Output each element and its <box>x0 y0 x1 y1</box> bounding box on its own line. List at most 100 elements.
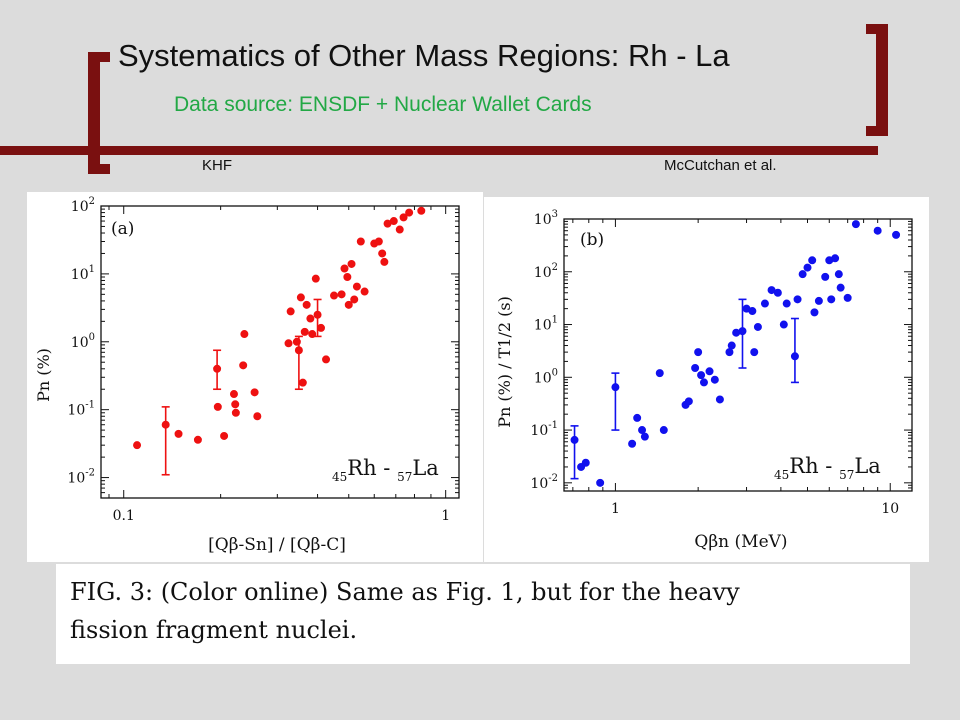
chart-a-y-tick-label: 101 <box>71 264 95 283</box>
chart-a-x-tick-label: 0.1 <box>113 508 135 524</box>
chart-panel-b: (b) 45Rh - 57La Qβn (MeV) Pn (%) / T1/2 … <box>484 197 929 562</box>
chart-a-data-point <box>294 346 303 355</box>
chart-b-data-point <box>691 364 700 373</box>
chart-b-error-bar <box>611 372 620 431</box>
chart-b-data-point <box>633 413 642 422</box>
chart-a-data-point <box>298 378 307 387</box>
chart-a-data-point <box>378 249 387 258</box>
chart-b-data-point <box>790 352 799 361</box>
chart-b-data-point <box>892 230 901 239</box>
chart-a-data-point <box>337 290 346 299</box>
chart-a-y-tick-label: 10-1 <box>67 400 95 419</box>
chart-b-data-point <box>814 296 823 305</box>
left-bracket-top <box>88 52 110 62</box>
right-bracket-bottom <box>866 126 888 136</box>
chart-b-data-point <box>810 308 819 317</box>
chart-a-y-tick-label: 102 <box>71 196 95 215</box>
chart-b-data-point <box>596 478 605 487</box>
chart-a-data-point <box>417 206 426 215</box>
chart-panel-a: (a) 45Rh - 57La [Qβ-Sn] / [Qβ-C] Pn (%) … <box>27 192 483 562</box>
chart-a-data-point <box>231 400 240 409</box>
chart-a-data-point <box>340 264 349 273</box>
chart-a-data-point <box>286 307 295 316</box>
chart-b-data-point <box>581 458 590 467</box>
chart-b-data-point <box>793 295 802 304</box>
chart-b-data-point <box>705 367 714 376</box>
chart-a-annotation-z1: 45 <box>332 470 347 484</box>
chart-b-data-point <box>738 327 747 336</box>
chart-a-data-point <box>306 314 315 323</box>
chart-a-error-bar <box>294 335 303 391</box>
chart-b-data-point <box>773 288 782 297</box>
chart-b-data-point <box>684 397 693 406</box>
chart-b-y-tick-label: 10-1 <box>530 420 558 439</box>
chart-b-data-point <box>638 426 647 435</box>
chart-b-data-point <box>655 369 664 378</box>
chart-b-data-point <box>753 322 762 331</box>
chart-a-data-point <box>302 300 311 309</box>
chart-a-data-point <box>253 412 262 421</box>
chart-a-data-point <box>374 237 383 246</box>
chart-b-data-point <box>843 293 852 302</box>
credit-left: KHF <box>202 157 232 174</box>
chart-a-xlabel: [Qβ-Sn] / [Qβ-C] <box>208 535 346 555</box>
chart-a-data-point <box>296 293 305 302</box>
slide-subtitle: Data source: ENSDF + Nuclear Wallet Card… <box>174 93 592 116</box>
chart-a-y-tick-label: 100 <box>71 332 95 351</box>
chart-b-xlabel: Qβn (MeV) <box>694 532 787 552</box>
chart-a-data-point <box>395 225 404 234</box>
header-rule <box>0 146 878 155</box>
chart-b-data-point <box>725 348 734 357</box>
chart-b-data-point <box>873 226 882 235</box>
chart-b-svg: (b) 45Rh - 57La Qβn (MeV) Pn (%) / T1/2 … <box>495 209 913 552</box>
left-bracket-bottom <box>88 164 110 174</box>
chart-b-error-bar <box>570 425 579 480</box>
chart-a-data-point <box>300 327 309 336</box>
right-bracket-vertical <box>876 24 888 136</box>
chart-a-data-point <box>344 300 353 309</box>
left-bracket-vertical <box>88 52 100 174</box>
chart-a-panel-label: (a) <box>111 219 134 239</box>
chart-b-data-point <box>699 378 708 387</box>
chart-b-plot-frame <box>563 218 913 492</box>
chart-a-data-point <box>343 272 352 281</box>
chart-a-data-point <box>284 339 293 348</box>
chart-b-x-tick-label: 10 <box>881 501 899 517</box>
chart-a-data-point <box>213 402 222 411</box>
chart-a-data-point <box>330 291 339 300</box>
chart-a-data-point <box>213 364 222 373</box>
slide-title: Systematics of Other Mass Regions: Rh - … <box>118 38 730 73</box>
chart-a-data-point <box>174 429 183 438</box>
figure-caption: FIG. 3: (Color online) Same as Fig. 1, b… <box>56 564 910 664</box>
chart-b-panel-label: (b) <box>580 230 604 250</box>
chart-b-data-point <box>834 270 843 279</box>
chart-b-data-point <box>611 383 620 392</box>
chart-b-data-point <box>628 439 637 448</box>
chart-b-data-point <box>570 435 579 444</box>
chart-a-data-point <box>322 355 331 364</box>
chart-a-data-point <box>405 208 414 217</box>
chart-b-data-point <box>779 320 788 329</box>
chart-a-data-point <box>360 287 369 296</box>
chart-b-data-point <box>831 254 840 263</box>
chart-a-data-point <box>161 420 170 429</box>
chart-a-data-point <box>229 390 238 399</box>
chart-b-data-point <box>659 426 668 435</box>
chart-a-data-point <box>380 257 389 266</box>
chart-a-annotation-el2: La <box>412 456 438 480</box>
chart-a-data-point <box>220 431 229 440</box>
chart-a-y-tick-label: 10-2 <box>67 468 95 487</box>
chart-a-annotation: 45Rh - 57La <box>332 456 439 484</box>
chart-b-data-point <box>803 263 812 272</box>
chart-b-y-tick-label: 103 <box>534 209 558 228</box>
chart-a-data-point <box>311 274 320 283</box>
chart-b-data-point <box>748 307 757 316</box>
chart-a-data-point <box>389 217 398 226</box>
chart-b-data-point <box>710 375 719 384</box>
chart-b-data-point <box>727 341 736 350</box>
chart-a-data-point <box>239 361 248 370</box>
chart-a-svg: (a) 45Rh - 57La [Qβ-Sn] / [Qβ-C] Pn (%) … <box>34 196 460 555</box>
chart-b-y-tick-label: 101 <box>534 315 558 334</box>
chart-a-plot-frame <box>100 205 460 499</box>
chart-b-data-point <box>715 395 724 404</box>
